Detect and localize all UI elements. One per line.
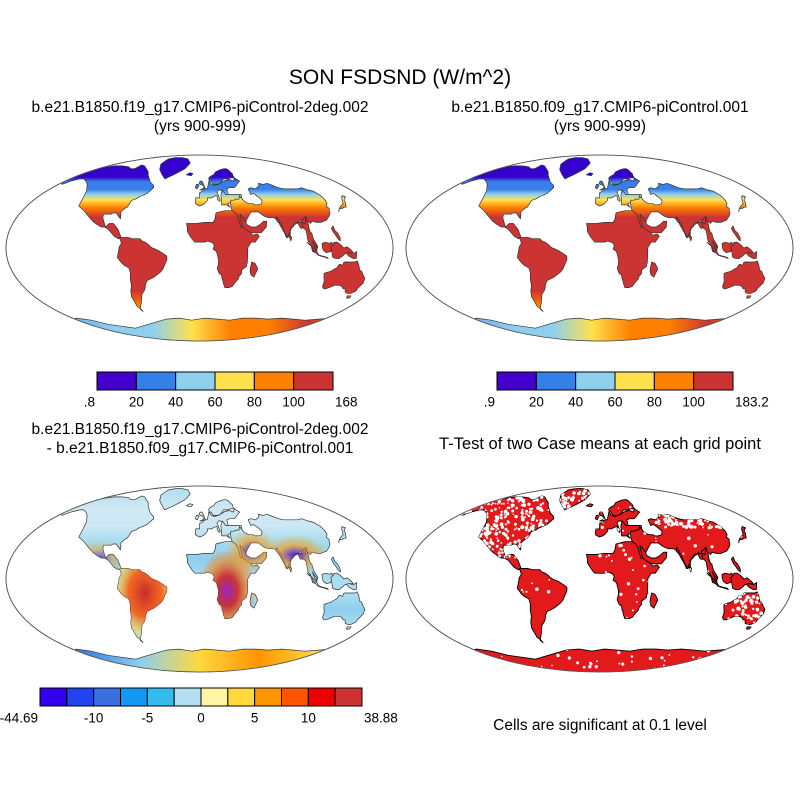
- svg-text:168: 168: [335, 395, 358, 410]
- svg-text:-10: -10: [84, 711, 104, 726]
- svg-text:40: 40: [568, 395, 583, 410]
- svg-text:.8: .8: [84, 395, 95, 410]
- svg-text:-5: -5: [141, 711, 153, 726]
- svg-text:10: 10: [301, 711, 316, 726]
- svg-text:183.2: 183.2: [735, 395, 769, 410]
- svg-text:60: 60: [607, 395, 622, 410]
- svg-text:40: 40: [168, 395, 183, 410]
- svg-text:100: 100: [682, 395, 705, 410]
- svg-text:5: 5: [251, 711, 259, 726]
- svg-text:.9: .9: [484, 395, 495, 410]
- svg-text:80: 80: [647, 395, 662, 410]
- svg-text:20: 20: [129, 395, 144, 410]
- svg-text:-44.69: -44.69: [0, 711, 38, 726]
- svg-text:20: 20: [529, 395, 544, 410]
- svg-text:60: 60: [207, 395, 222, 410]
- svg-text:100: 100: [282, 395, 305, 410]
- svg-text:80: 80: [247, 395, 262, 410]
- svg-text:38.88: 38.88: [364, 711, 398, 726]
- svg-text:0: 0: [197, 711, 205, 726]
